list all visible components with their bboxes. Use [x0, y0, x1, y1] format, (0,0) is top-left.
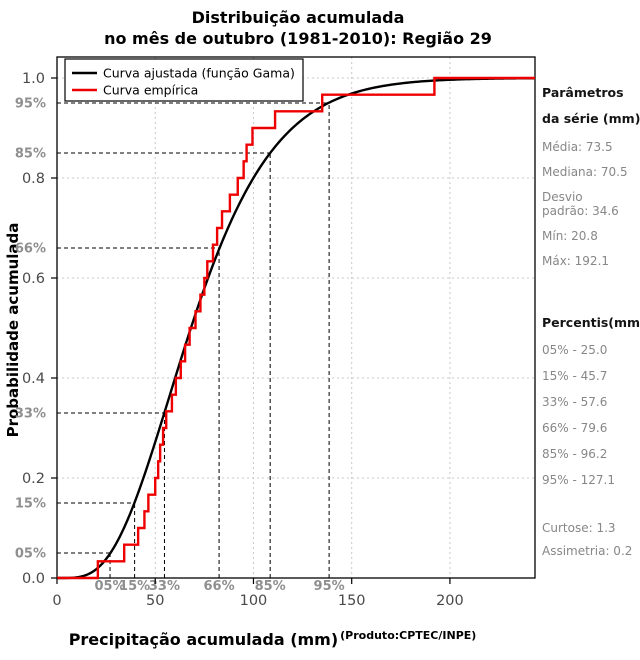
percentile-item: 95% - 127.1: [542, 473, 615, 487]
y-axis-tick-label: 0.6: [22, 271, 45, 287]
empirical-curve: [57, 76, 535, 580]
fitted-curve: [57, 77, 535, 580]
stats-panel: Parâmetros da série (mm) Média: 73.5 Medi…: [542, 85, 640, 567]
y-axis-percent-label: 95%: [15, 96, 46, 111]
percentiles-list: 05% - 25.0 15% - 45.7 33% - 57.6 66% - 79.6…: [542, 343, 639, 487]
x-axis-percent-label: 95%: [314, 579, 345, 594]
y-axis-percent-label: 85%: [15, 146, 46, 161]
percentiles-header: Percentis(mm): [542, 315, 640, 330]
y-axis-tick-label: 0.0: [22, 571, 45, 587]
x-axis-percent-label: 66%: [204, 579, 235, 594]
chart-title-line1: Distribuição acumulada: [191, 8, 405, 27]
x-axis-label: Precipitação acumulada (mm): [68, 630, 339, 649]
param-line: Desvio: [542, 190, 583, 204]
x-axis-percent-label: 85%: [255, 579, 286, 594]
moment-item: Curtose: 1.3: [542, 521, 616, 535]
y-axis-tick-label: 1.0: [22, 71, 45, 87]
param-item: Máx: 192.1: [542, 254, 639, 268]
y-axis-percent-label: 05%: [15, 546, 46, 561]
y-axis-percent-label: 66%: [15, 241, 46, 256]
param-item: Mediana: 70.5: [542, 165, 639, 179]
x-axis-tick-label: 100: [240, 593, 268, 609]
x-axis-tick-label: 200: [436, 593, 464, 609]
cdf-plot: 05%05%15%15%33%33%66%66%85%85%95%95%0 50 1…: [15, 56, 536, 609]
param-item: Média: 73.5: [542, 140, 639, 154]
chart-title: Distribuição acumulada no mês de outubro…: [0, 7, 596, 49]
legend-fitted-label: Curva ajustada (função Gama): [103, 66, 295, 81]
y-axis-tick-label: 0.4: [22, 371, 45, 387]
percentile-item: 85% - 96.2: [542, 447, 608, 461]
x-axis-tick-label: 150: [338, 593, 366, 609]
x-axis-tick-label: 50: [146, 593, 164, 609]
param-line: Máx: 192.1: [542, 254, 610, 268]
percentile-item: 66% - 79.6: [542, 421, 608, 435]
param-item: Desvio padrão: 34.6: [542, 190, 639, 218]
x-axis-percent-label: 15%: [119, 579, 150, 594]
y-axis-tick-label: 0.2: [22, 471, 45, 487]
x-axis-tick-label: 0: [52, 593, 61, 609]
params-list: Média: 73.5 Mediana: 70.5 Desvio padrão: 34…: [542, 140, 639, 268]
moment-item: Assimetria: 0.2: [542, 544, 633, 558]
param-line: Mediana: 70.5: [542, 165, 628, 179]
plot-box: [56, 56, 536, 579]
legend-box: [64, 58, 304, 102]
y-axis-tick-label: 0.8: [22, 171, 45, 187]
legend: Curva ajustada (função Gama) Curva empír…: [64, 58, 304, 102]
plot-dynamic-layer: 05%05%15%15%33%33%66%66%85%85%95%95%0 50 1…: [15, 56, 536, 609]
moments-list: Curtose: 1.3 Assimetria: 0.2: [542, 521, 639, 558]
product-credit: (Produto:CPTEC/INPE): [340, 629, 477, 642]
x-axis-percent-label: 33%: [149, 579, 180, 594]
param-line: Média: 73.5: [542, 140, 613, 154]
param-line: Mín: 20.8: [542, 229, 598, 243]
params-header-line2: da série (mm): [542, 111, 640, 126]
x-axis-label-row: Precipitação acumulada (mm) (Produto:CPTE…: [0, 629, 545, 649]
percentile-item: 33% - 57.6: [542, 395, 608, 409]
x-axis-percent-label: 05%: [94, 579, 125, 594]
param-item: Mín: 20.8: [542, 229, 639, 243]
params-header-line1: Parâmetros: [542, 85, 624, 100]
chart-title-line2: no mês de outubro (1981-2010): Região 29: [104, 29, 492, 48]
legend-empirical-label: Curva empírica: [103, 83, 198, 98]
y-axis-percent-label: 15%: [15, 496, 46, 511]
y-axis-percent-label: 33%: [15, 406, 46, 421]
percentile-item: 05% - 25.0: [542, 343, 608, 357]
percentile-item: 15% - 45.7: [542, 369, 608, 383]
param-line: padrão: 34.6: [542, 204, 619, 218]
